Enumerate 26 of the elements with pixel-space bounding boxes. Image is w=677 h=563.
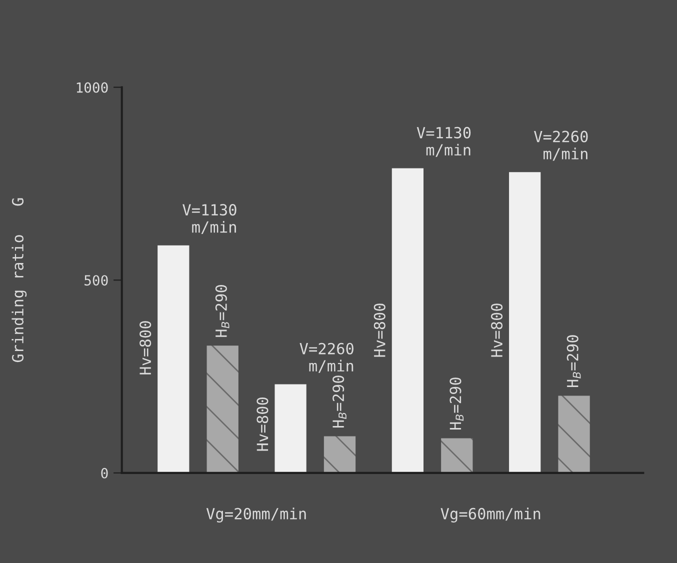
text: H$_{B}$=290 <box>450 378 464 430</box>
text: Hv=800 <box>140 321 152 374</box>
text: Vg=60mm/min <box>440 508 540 523</box>
bar <box>441 438 473 473</box>
y-axis-title: Grinding ratio G <box>12 198 27 362</box>
bar <box>509 172 541 473</box>
bar <box>324 436 356 473</box>
text: Hv=800 <box>490 304 503 357</box>
text: H$_{B}$=290 <box>332 376 346 428</box>
bar <box>274 384 306 473</box>
x-tick-label: V=2260 m/min <box>300 342 354 373</box>
text: Hv=800 <box>374 304 386 357</box>
bar <box>558 396 590 473</box>
x-tick-label: V=2260 m/min <box>534 130 588 161</box>
y-tick-label: 1000 <box>76 82 108 93</box>
text: H$_{B}$=290 <box>215 285 230 337</box>
bar <box>392 168 424 473</box>
x-tick-label: V=1130 m/min <box>416 126 471 157</box>
text: Hv=800 <box>256 398 268 451</box>
x-tick-label: V=1130 m/min <box>182 204 236 234</box>
bar <box>206 346 238 473</box>
text: H$_{B}$=290 <box>566 335 581 388</box>
bar <box>158 245 190 473</box>
y-tick-label: 500 <box>84 275 108 286</box>
text: Vg=20mm/min <box>206 508 306 523</box>
y-tick-label: 0 <box>101 468 108 478</box>
